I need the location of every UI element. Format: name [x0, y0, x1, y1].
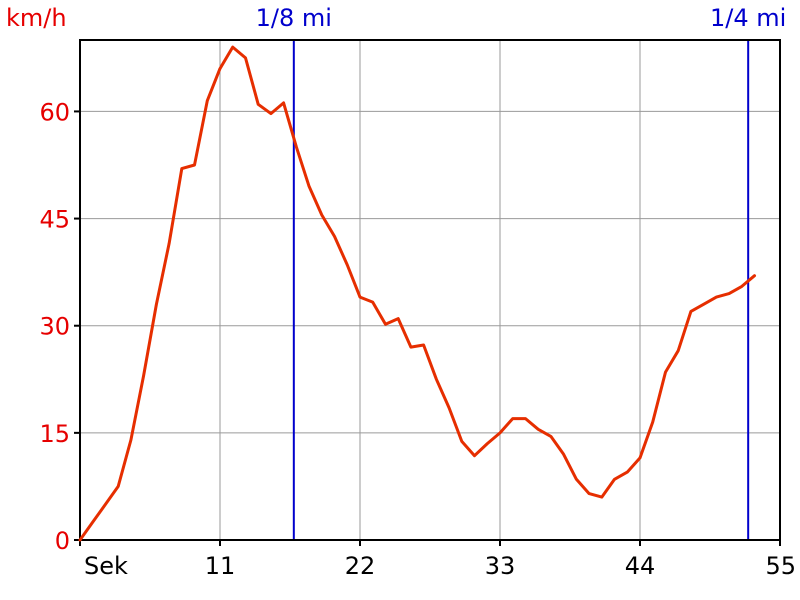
- x-tick-label: Sek: [84, 552, 128, 580]
- marker-label: 1/4 mi: [710, 4, 786, 32]
- y-tick-label: 30: [39, 313, 70, 341]
- x-axis: Sek 11 22 33 44 55: [79, 540, 796, 580]
- speed-series-line: [78, 45, 756, 542]
- x-tick-label: 55: [765, 552, 796, 580]
- y-axis: 0 15 30 45 60: [39, 98, 80, 555]
- y-tick-label: 60: [39, 98, 70, 126]
- x-tick-label: 33: [485, 552, 516, 580]
- y-tick-label: 45: [39, 206, 70, 234]
- y-tick-label: 15: [39, 420, 70, 448]
- x-tick-label: 11: [205, 552, 236, 580]
- distance-markers: 1/8 mi 1/4 mi: [256, 4, 786, 540]
- marker-label: 1/8 mi: [256, 4, 332, 32]
- x-tick-label: 22: [345, 552, 376, 580]
- grid: [80, 40, 780, 540]
- series-group: [78, 45, 756, 542]
- plot-frame: [79, 39, 781, 541]
- y-unit-label: km/h: [6, 4, 67, 32]
- x-tick-label: 44: [625, 552, 656, 580]
- y-tick-label: 0: [55, 527, 70, 555]
